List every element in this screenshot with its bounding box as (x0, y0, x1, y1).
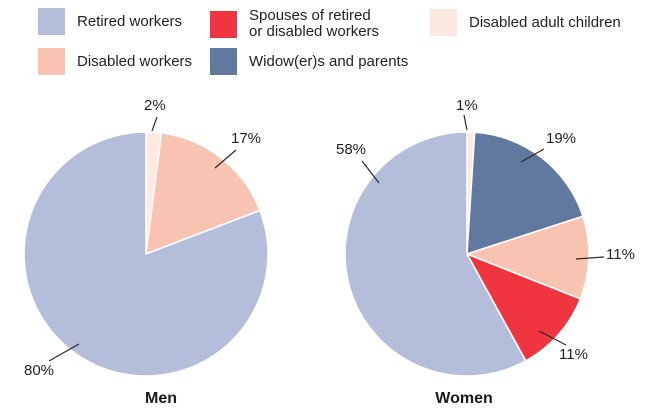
legend-swatch-widowers-parents (210, 48, 237, 75)
legend-label-disabled-adult-children: Disabled adult children (469, 13, 621, 31)
legend-item-disabled-workers: Disabled workers (38, 48, 192, 75)
pie-title-men: Men (145, 390, 177, 407)
pie-slice (344, 131, 527, 377)
legend-label-disabled-workers: Disabled workers (77, 52, 193, 70)
slice-label-women-widowers-parents: 19% (546, 130, 577, 147)
legend-swatch-disabled-adult-children (430, 9, 457, 36)
legend-label-widowers-parents: Widow(er)s and parents (249, 52, 409, 70)
legend-label-spouses: Spouses of retired or disabled workers (249, 7, 380, 40)
legend-swatch-retired-workers (38, 8, 65, 35)
slice-label-women-disabled-workers: 11% (606, 246, 635, 263)
legend-item-disabled-adult-children: Disabled adult children (430, 9, 621, 36)
legend-swatch-spouses (210, 10, 237, 38)
pie-title-women: Women (435, 390, 493, 407)
legend-item-retired-workers: Retired workers (38, 8, 182, 35)
legend-label-retired-workers: Retired workers (77, 12, 183, 30)
slice-label-men-retired-workers: 80% (24, 362, 55, 379)
pie-chart-men (23, 131, 269, 377)
slice-label-women-retired-workers: 58% (336, 141, 367, 158)
legend-swatch-disabled-workers (38, 48, 65, 75)
legend-item-spouses: Spouses of retired or disabled workers (210, 8, 379, 40)
slice-label-women-disabled-adult-children: 1% (456, 97, 478, 114)
slice-label-men-disabled-workers: 17% (231, 130, 262, 147)
slice-label-men-disabled-adult-children: 2% (144, 97, 166, 114)
legend-item-widowers-parents: Widow(er)s and parents (210, 48, 408, 75)
slice-label-women-spouses: 11% (559, 346, 588, 363)
pie-chart-women (344, 131, 590, 377)
